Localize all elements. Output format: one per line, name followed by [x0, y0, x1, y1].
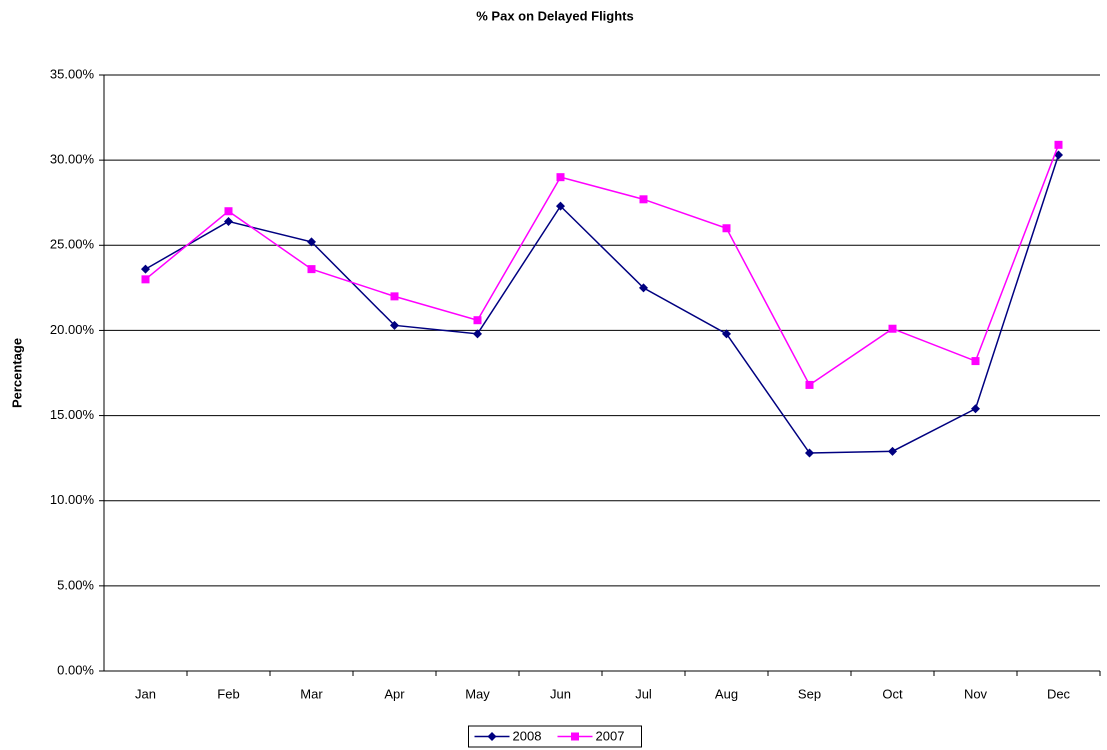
marker: [487, 732, 497, 741]
marker: [141, 264, 150, 274]
x-tick-label: May: [465, 686, 490, 701]
marker: [722, 329, 731, 339]
marker: [473, 316, 482, 325]
chart-title: % Pax on Delayed Flights: [476, 8, 634, 23]
x-tick-label: Jun: [550, 686, 571, 701]
y-tick-label: 0.00%: [57, 662, 94, 677]
legend-label: 2008: [513, 728, 542, 743]
marker: [722, 224, 731, 233]
y-tick-label: 35.00%: [50, 66, 95, 81]
marker: [639, 195, 648, 204]
x-tick-label: Feb: [217, 686, 239, 701]
y-tick-label: 10.00%: [50, 492, 95, 507]
marker: [224, 207, 233, 216]
x-tick-label: Mar: [300, 686, 323, 701]
marker: [639, 283, 648, 293]
legend-box: [468, 725, 642, 748]
marker: [141, 275, 150, 284]
x-tick-label: Nov: [964, 686, 988, 701]
x-tick-label: Apr: [384, 686, 405, 701]
marker: [888, 446, 897, 456]
x-tick-label: Oct: [882, 686, 903, 701]
marker: [1054, 150, 1063, 160]
marker: [971, 404, 980, 414]
y-tick-label: 20.00%: [50, 322, 95, 337]
series-line: [145, 154, 1060, 454]
marker: [473, 329, 482, 339]
series-line: [145, 144, 1060, 387]
x-tick-label: Jul: [635, 686, 652, 701]
marker: [390, 292, 399, 301]
y-tick-label: 5.00%: [57, 577, 94, 592]
x-tick-label: Jan: [135, 686, 156, 701]
marker: [307, 237, 316, 247]
marker: [805, 448, 814, 458]
y-tick-label: 25.00%: [50, 237, 95, 252]
marker: [307, 265, 316, 274]
x-tick-label: Sep: [798, 686, 821, 701]
legend-label: 2007: [596, 728, 625, 743]
x-tick-label: Dec: [1047, 686, 1071, 701]
marker: [224, 216, 233, 226]
marker: [556, 173, 565, 182]
y-tick-label: 15.00%: [50, 407, 95, 422]
marker: [971, 357, 980, 366]
x-tick-label: Aug: [715, 686, 738, 701]
marker: [805, 380, 814, 389]
marker: [556, 201, 565, 211]
legend: 2008 2007: [468, 725, 642, 748]
marker: [888, 324, 897, 333]
marker: [1054, 140, 1063, 149]
y-tick-label: 30.00%: [50, 152, 95, 167]
marker: [571, 732, 579, 741]
marker: [390, 320, 399, 330]
y-axis-label: Percentage: [9, 338, 24, 408]
